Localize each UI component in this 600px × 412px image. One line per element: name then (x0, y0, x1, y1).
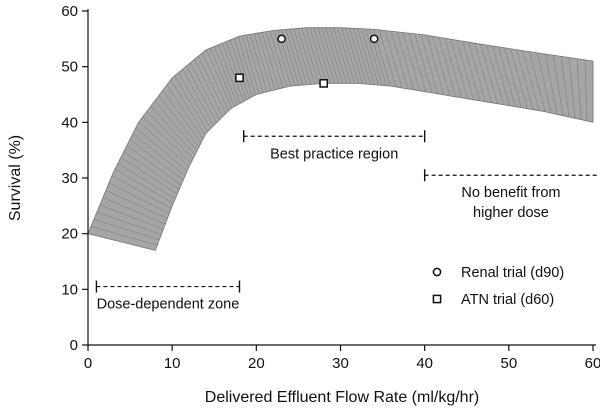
y-axis-label: Survival (%) (7, 135, 24, 221)
axes: 0 10 20 30 40 50 60 0 10 20 30 40 50 60 (61, 3, 600, 372)
legend-circle-icon (432, 267, 442, 277)
x-tick-label: 10 (164, 355, 181, 372)
survival-band (87, 27, 594, 251)
annotation-label: Dose-dependent zone (97, 297, 240, 313)
y-tick-label: 30 (61, 170, 78, 187)
y-tick-label: 60 (61, 3, 78, 20)
legend-square-icon (432, 294, 442, 304)
x-tick-label: 60 (585, 355, 600, 372)
y-tick-label: 50 (61, 59, 78, 76)
annotation-label: Best practice region (270, 146, 398, 162)
legend-label: Renal trial (d90) (461, 265, 564, 281)
y-tick-label: 10 (61, 281, 78, 298)
y-tick-label: 40 (61, 114, 78, 131)
x-tick-label: 40 (416, 355, 433, 372)
y-tick-label: 0 (70, 337, 78, 354)
x-tick-label: 20 (248, 355, 265, 372)
renal-trial-point (369, 34, 379, 44)
renal-trial-point (277, 34, 286, 44)
data-points (235, 34, 379, 88)
annotation-label: No benefit from (461, 185, 560, 201)
y-tick-label: 20 (61, 226, 78, 243)
legend: Renal trial (d90) ATN trial (d60) (432, 265, 564, 308)
legend-label: ATN trial (d60) (461, 292, 554, 308)
x-tick-label: 30 (332, 355, 349, 372)
annotations: Dose-dependent zone Best practice region N… (95, 130, 598, 313)
atn-trial-point (235, 73, 244, 83)
annotation-label: higher dose (473, 205, 549, 221)
x-tick-label: 50 (500, 355, 517, 372)
x-tick-label: 0 (84, 355, 92, 372)
x-axis-label: Delivered Effluent Flow Rate (ml/kg/hr) (205, 389, 479, 406)
atn-trial-point (319, 79, 329, 88)
band-outline (87, 27, 594, 251)
